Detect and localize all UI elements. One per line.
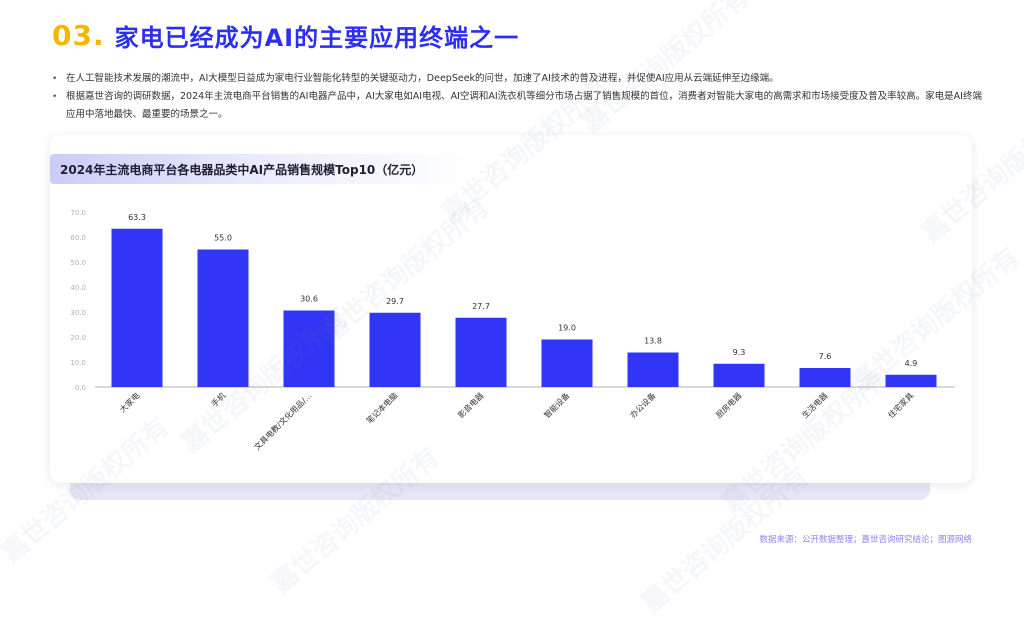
x-tick-label: 生活电器 [800, 390, 830, 420]
bar [283, 310, 335, 387]
y-tick-label: 0.0 [75, 384, 86, 392]
x-tick-label: 影音电器 [456, 390, 486, 420]
bar-value-label: 55.0 [214, 234, 232, 243]
bar [627, 352, 679, 387]
chart-title: 2024年主流电商平台各电器品类中AI产品销售规模Top10（亿元） [60, 162, 424, 177]
bar [197, 249, 249, 387]
bar-value-label: 27.7 [472, 302, 490, 311]
y-tick-label: 60.0 [70, 234, 86, 242]
x-tick-label: 大家电 [117, 390, 141, 414]
bar-value-label: 4.9 [905, 359, 918, 368]
bar-value-label: 30.6 [300, 295, 318, 304]
page-title: 03. 家电已经成为AI的主要应用终端之一 [52, 16, 519, 54]
bar [885, 374, 937, 387]
section-number: 03. [52, 18, 105, 52]
bar-chart: 0.0 10.0 20.0 30.0 40.0 50.0 60.0 70.0 63.3 大家电 55… [70, 209, 955, 452]
y-tick-label: 30.0 [70, 309, 86, 317]
bar [455, 317, 507, 387]
bullet-text: 根据嘉世咨询的调研数据，2024年主流电商平台销售的AI电器产品中，AI大家电如… [66, 91, 982, 120]
bullet-dot: • [52, 92, 58, 102]
bullet-text: 在人工智能技术发展的潮流中，AI大模型日益成为家电行业智能化转型的关键驱动力，D… [66, 73, 779, 84]
bar-value-label: 7.6 [819, 352, 832, 361]
bullet-dot: • [52, 74, 58, 84]
bar-value-label: 63.3 [128, 213, 146, 222]
x-tick-label: 手机 [209, 390, 227, 408]
x-tick-label: 智能设备 [542, 390, 572, 420]
y-tick-label: 50.0 [70, 259, 86, 267]
bar [799, 368, 851, 387]
bar-value-label: 19.0 [558, 324, 576, 333]
bullet-list: • 在人工智能技术发展的潮流中，AI大模型日益成为家电行业智能化转型的关键驱动力… [52, 70, 982, 124]
bar [111, 228, 163, 387]
y-tick-label: 10.0 [70, 359, 86, 367]
x-tick-label: 文具电教/文化用品/... [252, 390, 314, 452]
x-tick-label: 笔记本电脑 [364, 390, 399, 425]
x-tick-label: 厨房电器 [714, 390, 744, 420]
bar-value-label: 13.8 [644, 337, 662, 346]
bar [713, 363, 765, 387]
chart-title-bar: 2024年主流电商平台各电器品类中AI产品销售规模Top10（亿元） [50, 154, 470, 184]
bar [541, 339, 593, 387]
x-tick-label: 住宅家具 [886, 390, 916, 420]
bullet-item: • 在人工智能技术发展的潮流中，AI大模型日益成为家电行业智能化转型的关键驱动力… [52, 70, 982, 88]
data-source-note: 数据来源：公开数据整理；嘉世咨询研究结论；图源网络 [759, 535, 972, 545]
y-tick-label: 70.0 [70, 209, 86, 217]
bar-value-label: 29.7 [386, 297, 404, 306]
bar-value-label: 9.3 [733, 348, 746, 357]
bullet-item: • 根据嘉世咨询的调研数据，2024年主流电商平台销售的AI电器产品中，AI大家… [52, 88, 982, 124]
bar [369, 312, 421, 387]
x-tick-label: 办公设备 [628, 390, 658, 420]
y-tick-label: 20.0 [70, 334, 86, 342]
y-tick-label: 40.0 [70, 284, 86, 292]
section-title: 家电已经成为AI的主要应用终端之一 [114, 23, 520, 52]
